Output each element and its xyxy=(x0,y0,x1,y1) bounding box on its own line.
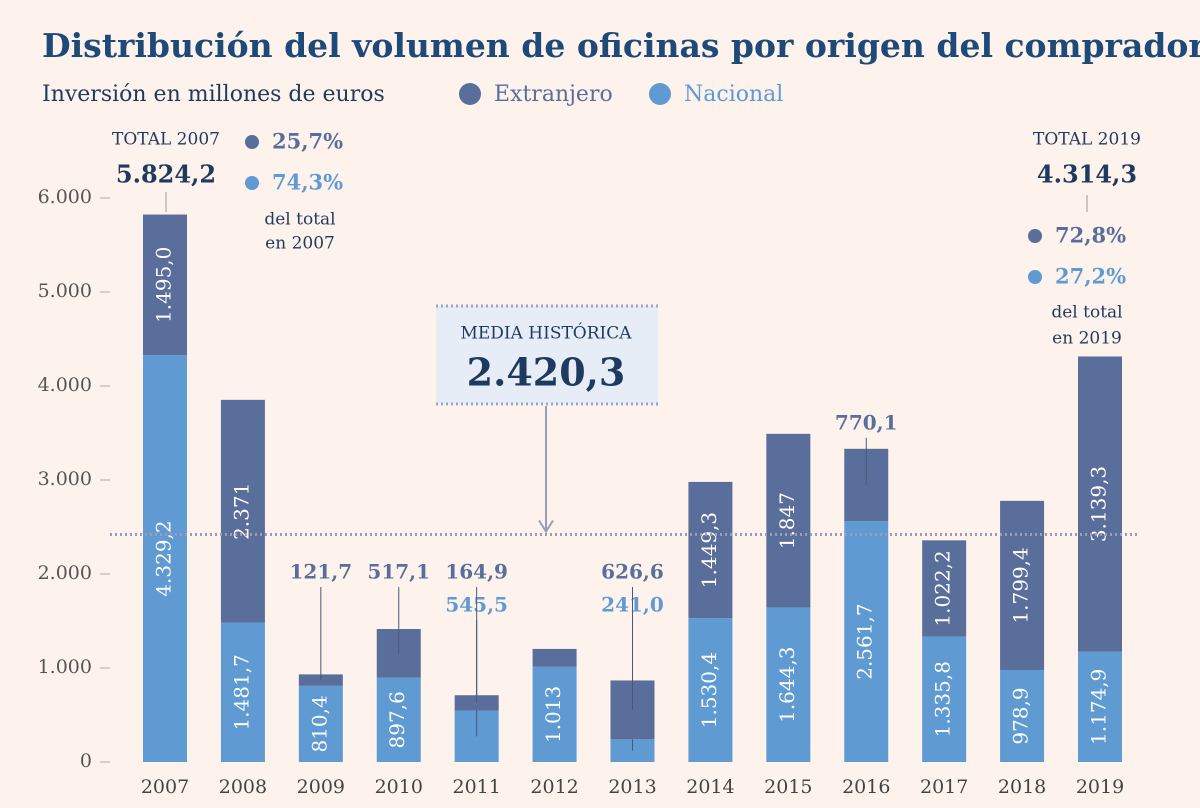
bar-segment xyxy=(922,540,967,637)
value-label: 1.799,4 xyxy=(1009,547,1033,623)
x-tick-label: 2012 xyxy=(530,776,578,798)
bar-segment xyxy=(220,399,265,623)
x-tick-label: 2010 xyxy=(375,776,423,798)
x-tick-label: 2009 xyxy=(297,776,345,798)
bar-segment xyxy=(766,433,811,608)
bar-segment xyxy=(1078,651,1122,762)
bar-segment xyxy=(1000,500,1045,670)
value-label: 1.013 xyxy=(541,686,565,743)
y-tick-label: 0 xyxy=(80,750,92,772)
value-label: 770,1 xyxy=(835,410,898,434)
chart-title: Distribución del volumen de oficinas por… xyxy=(42,26,1200,65)
share: 27,2% xyxy=(1055,264,1126,289)
y-tick-label: 3.000 xyxy=(38,468,92,490)
value-label: 626,6 xyxy=(601,560,664,584)
bar-segment xyxy=(922,636,967,762)
total-title: TOTAL 2019 xyxy=(1033,130,1141,150)
note: en 2019 xyxy=(1052,329,1122,349)
note: del total xyxy=(264,210,335,230)
legend-swatch xyxy=(459,83,481,105)
value-label: 1.481,7 xyxy=(229,654,253,730)
value-label: 3.139,3 xyxy=(1087,466,1111,542)
legend-swatch xyxy=(649,83,671,105)
share: 25,7% xyxy=(272,129,343,154)
bar-segment xyxy=(298,685,343,762)
value-label: 810,4 xyxy=(307,695,331,752)
arrow-head xyxy=(538,519,554,534)
total-value: 5.824,2 xyxy=(116,160,216,189)
note: del total xyxy=(1051,303,1122,323)
bar-segment xyxy=(532,648,577,667)
value-label: 1.644,3 xyxy=(775,647,799,723)
x-tick-label: 2017 xyxy=(920,776,968,798)
bar-segment xyxy=(298,674,343,686)
value-label: 2.371 xyxy=(229,483,253,540)
share: 72,8% xyxy=(1055,223,1126,248)
value-label: 164,9 xyxy=(445,560,508,584)
x-tick-label: 2016 xyxy=(842,776,890,798)
x-tick-label: 2018 xyxy=(998,776,1046,798)
y-tick-label: 2.000 xyxy=(38,562,92,584)
total-title: TOTAL 2007 xyxy=(112,130,220,150)
bar-segment xyxy=(1000,669,1045,762)
chart-subtitle: Inversión en millones de euros xyxy=(42,82,385,107)
value-label: 1.022,2 xyxy=(931,550,955,626)
legend-label: Extranjero xyxy=(494,82,613,107)
legend-dot xyxy=(245,135,259,149)
legend-label: Nacional xyxy=(684,82,783,107)
bar-segment xyxy=(376,677,421,762)
mean-title: MEDIA HISTÓRICA xyxy=(460,323,632,344)
y-tick-label: 6.000 xyxy=(38,186,92,208)
legend-dot xyxy=(1028,229,1042,243)
mean-box xyxy=(436,306,658,404)
legend-dot xyxy=(1028,270,1042,284)
x-tick-label: 2007 xyxy=(141,776,189,798)
bar-segment xyxy=(688,481,733,619)
y-tick-label: 5.000 xyxy=(38,280,92,302)
bar-segment xyxy=(766,607,811,762)
x-tick-label: 2015 xyxy=(764,776,812,798)
bar-segment xyxy=(532,666,577,762)
value-label: 4.329,2 xyxy=(152,520,176,596)
value-label: 897,6 xyxy=(385,691,409,748)
legend: Extranjero Nacional xyxy=(459,82,783,107)
note: en 2007 xyxy=(265,234,335,254)
y-tick-label: 1.000 xyxy=(38,656,92,678)
x-tick-label: 2014 xyxy=(686,776,734,798)
value-label: 1.335,8 xyxy=(931,661,955,737)
value-label: 2.561,7 xyxy=(853,603,877,679)
bar-segment xyxy=(143,214,187,356)
x-tick-label: 2019 xyxy=(1076,776,1124,798)
value-label: 1.495,0 xyxy=(152,247,176,323)
value-label: 978,9 xyxy=(1009,687,1033,744)
total-value: 4.314,3 xyxy=(1037,160,1137,189)
bar-segment xyxy=(844,521,889,762)
value-label: 1.174,9 xyxy=(1087,669,1111,745)
bar-segment xyxy=(688,618,733,762)
value-label: 1.847 xyxy=(775,492,799,549)
bar-segment xyxy=(143,355,187,762)
x-tick-label: 2011 xyxy=(452,776,500,798)
value-label: 1.449,3 xyxy=(697,512,721,588)
value-label: 121,7 xyxy=(290,560,353,584)
legend-dot xyxy=(245,176,259,190)
x-tick-label: 2013 xyxy=(608,776,656,798)
value-label: 517,1 xyxy=(367,560,430,584)
bar-segment xyxy=(220,622,265,762)
bar-segment xyxy=(1078,356,1122,652)
share: 74,3% xyxy=(272,170,343,195)
x-tick-label: 2008 xyxy=(219,776,267,798)
y-tick-label: 4.000 xyxy=(38,374,92,396)
value-label: 1.530,4 xyxy=(697,652,721,728)
mean-label: 2.420,3 xyxy=(467,350,626,395)
